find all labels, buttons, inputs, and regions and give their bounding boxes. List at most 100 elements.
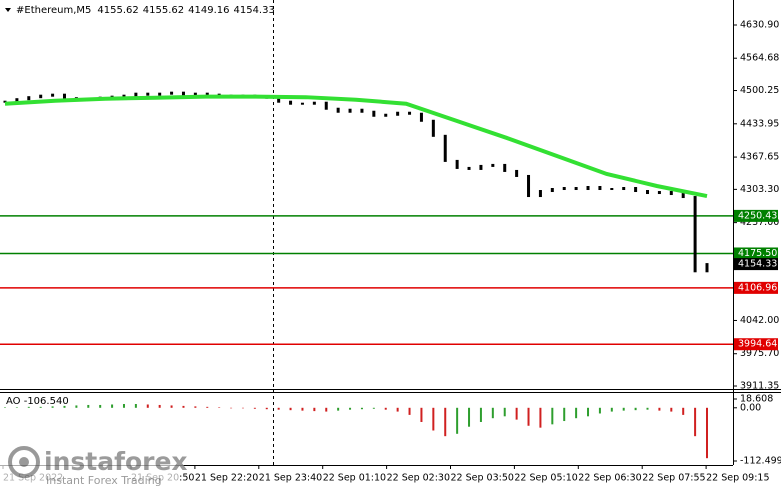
x-tick-label: 22 Sep 03:50 [451, 473, 514, 484]
y-tick-label: 4303.30 [740, 184, 779, 195]
candle [3, 100, 7, 103]
ao-bar [134, 404, 137, 408]
ao-bar [241, 407, 244, 409]
ao-bar [634, 407, 637, 411]
candle [431, 119, 435, 137]
candle [170, 91, 174, 95]
level-label-box [734, 209, 778, 222]
candle [419, 112, 423, 122]
ao-bar [15, 407, 18, 408]
ao-bar [479, 407, 482, 422]
ao-bar [99, 404, 102, 408]
x-tick-label: 22 Sep 01:10 [323, 473, 386, 484]
y-tick-label: 4433.95 [740, 118, 779, 129]
candle [336, 107, 340, 113]
ao-bar [575, 407, 578, 419]
level-label: 4106.96 [738, 282, 777, 293]
candle [158, 92, 162, 96]
ao-bar [289, 407, 292, 411]
y-tick-label: 4237.00 [740, 217, 779, 228]
candle [396, 111, 400, 116]
candle [27, 96, 31, 101]
ao-bar [27, 406, 30, 408]
candle [122, 94, 126, 98]
level-label: 3994.64 [738, 339, 777, 350]
ao-bar [337, 407, 340, 411]
ao-bar [349, 407, 352, 410]
ao-bar [420, 407, 423, 422]
ao-tick-label: 18.608 [740, 393, 773, 404]
candle [146, 92, 150, 96]
candle [193, 92, 197, 96]
ao-bar [527, 407, 530, 426]
candle [562, 187, 566, 191]
candle [657, 191, 661, 195]
ao-bar [444, 407, 447, 437]
candle [693, 196, 697, 273]
ao-bar [360, 407, 363, 410]
ao-bar [610, 407, 613, 412]
candle [443, 134, 447, 162]
y-tick-label: 3911.35 [740, 381, 779, 392]
candle [51, 93, 55, 97]
ao-bar [253, 407, 256, 409]
candle [622, 187, 626, 191]
candle [527, 174, 531, 198]
candle [39, 94, 43, 99]
ao-tick-label: -112.499 [740, 455, 781, 466]
candle [491, 163, 495, 167]
candle [574, 187, 578, 191]
candle [372, 110, 376, 117]
moving-average [4, 94, 708, 198]
y-tick-label: 4564.68 [740, 53, 779, 64]
ao-bar [598, 407, 601, 414]
ao-bar [468, 407, 471, 427]
candle [455, 159, 459, 169]
ao-title: AO -106.540 [6, 396, 69, 407]
ao-bar [63, 405, 66, 408]
candle [312, 101, 316, 105]
ao-bar [563, 407, 566, 422]
level-label-box [734, 281, 778, 294]
candle [289, 100, 293, 105]
candle [681, 193, 685, 199]
ao-bar [670, 407, 673, 412]
candle [348, 108, 352, 113]
candle [634, 187, 638, 193]
candle [610, 188, 614, 191]
ao-bar [694, 407, 697, 437]
candle [550, 188, 554, 193]
ao-bar [265, 407, 268, 410]
watermark-logo [8, 446, 40, 478]
candle [538, 190, 542, 198]
x-tick-label: 22 Sep 09:15 [706, 473, 769, 484]
last-price-box [734, 258, 778, 271]
candle [277, 96, 281, 103]
candle [467, 166, 471, 170]
ao-bar [170, 405, 173, 408]
candle [705, 263, 709, 273]
y-tick-label: 3975.70 [740, 348, 779, 359]
ao-bar [277, 407, 280, 410]
symbol: #Ethereum,M5 [16, 5, 91, 16]
close: 4154.33 [233, 5, 274, 16]
ao-bar [122, 404, 125, 408]
level-label-box [734, 338, 778, 351]
ao-bar [158, 404, 161, 408]
ao-bar [194, 406, 197, 408]
y-tick-label: 4630.90 [740, 19, 779, 30]
ao-bar [301, 407, 304, 411]
ao-bar [503, 407, 506, 417]
candle [586, 186, 590, 191]
menu-arrow[interactable] [5, 8, 11, 12]
ao-bar [372, 407, 375, 409]
x-tick-label: 22 Sep 02:30 [387, 473, 450, 484]
ao-bar [408, 407, 411, 415]
ao-bar [539, 407, 542, 428]
watermark-tagline: Instant Forex Trading [46, 474, 162, 487]
y-tick-label: 4500.25 [740, 85, 779, 96]
candle [408, 111, 412, 115]
ao-bar [682, 407, 685, 415]
level-label-box [734, 247, 778, 260]
